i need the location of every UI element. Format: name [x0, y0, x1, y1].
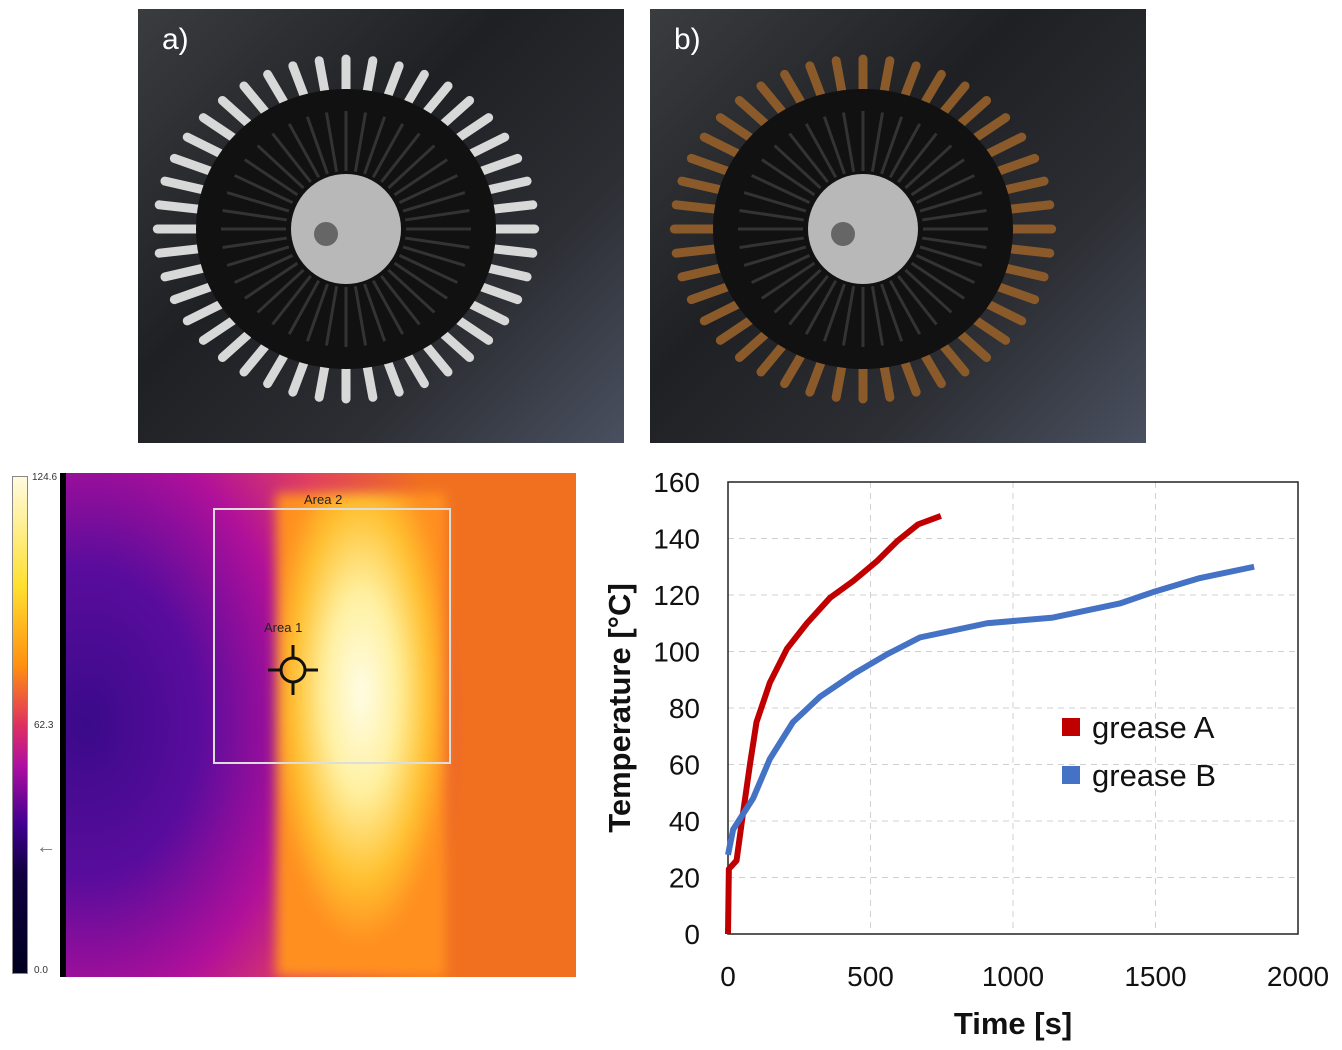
colorbar-mid: 62.3 — [34, 720, 54, 731]
y-tick-label: 0 — [684, 919, 700, 950]
x-axis-label: Time [s] — [954, 1006, 1072, 1041]
colorbar-max: 124.6 — [32, 472, 58, 483]
area-2-label: Area 2 — [304, 492, 343, 507]
y-tick-label: 100 — [653, 637, 700, 668]
legend-swatch — [1062, 766, 1080, 784]
area-2-box — [213, 508, 451, 764]
crosshair-icon — [268, 645, 318, 695]
x-tick-label: 500 — [847, 961, 894, 992]
gear-image-grease-b — [669, 54, 1057, 404]
y-tick-label: 120 — [653, 580, 700, 611]
panel-label-a: a) — [162, 23, 189, 56]
thermal-image: Area 2 Area 1 — [66, 473, 576, 977]
x-tick-label: 0 — [720, 961, 736, 992]
arrow-left-icon: ← — [36, 836, 56, 858]
series-line-grease-b — [725, 563, 1255, 856]
y-tick-label: 40 — [669, 806, 700, 837]
y-tick-label: 80 — [669, 693, 700, 724]
legend-label: grease A — [1092, 710, 1215, 745]
x-tick-label: 2000 — [1267, 961, 1329, 992]
legend-label: grease B — [1092, 758, 1216, 793]
y-tick-label: 60 — [669, 750, 700, 781]
plot-frame — [727, 481, 1299, 935]
temperature-chart: 0 20 40 60 80 100 120 140 160 0 500 1000 1500 2000 gre… — [602, 467, 1329, 1041]
thermal-colorbar — [12, 476, 28, 974]
photo-a: a) — [138, 9, 624, 443]
series-line-grease-a — [725, 513, 942, 935]
x-tick-label: 1500 — [1124, 961, 1186, 992]
y-tick-label: 160 — [653, 467, 700, 498]
panel-label-b: b) — [674, 23, 701, 56]
y-tick-label: 20 — [669, 863, 700, 894]
y-axis-label: Temperature [°C] — [602, 583, 637, 833]
gear-image-grease-a — [152, 54, 540, 404]
y-tick-label: 140 — [653, 524, 700, 555]
photo-b: b) — [650, 9, 1146, 443]
x-tick-label: 1000 — [982, 961, 1044, 992]
legend-swatch — [1062, 718, 1080, 736]
colorbar-min: 0.0 — [34, 965, 48, 976]
divider — [60, 473, 66, 977]
area-1-label: Area 1 — [264, 620, 303, 635]
